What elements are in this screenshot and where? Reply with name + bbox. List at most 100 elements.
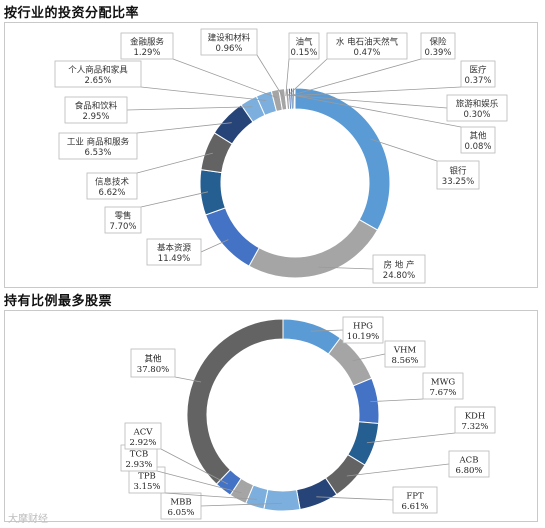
chart1-leader-9 <box>256 54 284 97</box>
chart1-label-value-5: 6.53% <box>84 148 111 158</box>
chart1-label-value-1: 24.80% <box>383 271 415 281</box>
chart2-label-name-4: ACB <box>459 456 479 466</box>
chart1-label-value-11: 0.47% <box>353 48 380 58</box>
chart1-label-box-11 <box>326 32 408 60</box>
chart2-leader-2 <box>370 398 424 403</box>
watermark-text: 大摩财经 <box>8 514 48 525</box>
chart2-label-box-6 <box>160 492 202 520</box>
chart1-label-box-8 <box>120 32 174 60</box>
chart1-label-value-12: 0.39% <box>424 48 451 58</box>
chart1-label-box-5 <box>58 132 138 160</box>
chart1-label-box-2 <box>146 238 202 266</box>
chart1-label-value-13: 0.37% <box>464 76 491 86</box>
chart1-leader-10 <box>285 58 290 97</box>
chart1-label-value-8: 1.29% <box>133 48 160 58</box>
chart2-label-value-10: 37.80% <box>137 365 169 375</box>
chart2-label-value-5: 6.61% <box>401 502 428 512</box>
chart1-leader-7 <box>140 86 267 101</box>
chart1-panel: 银行 33.25% 房 地 产 24.80% 基本资源 11.49% 零售 7.70% 信息技术… <box>4 22 538 288</box>
chart1-label-box-12 <box>420 32 456 60</box>
chart1-label-box-1 <box>372 254 426 284</box>
chart2-label-name-0: HPG <box>353 322 373 332</box>
chart2-label-name-2: MWG <box>431 378 455 388</box>
chart1-leader-15 <box>294 95 462 128</box>
chart2-label-name-9: ACV <box>133 428 154 438</box>
chart1-leader-14 <box>293 95 448 109</box>
chart1-label-name-11: 水 电石油天然气 <box>336 37 399 48</box>
chart2-label-box-10 <box>130 348 176 378</box>
chart1-label-value-0: 33.25% <box>442 177 474 187</box>
chart1-label-box-7 <box>54 60 142 88</box>
chart2-leader-7 <box>164 492 257 500</box>
chart2-leader-1 <box>352 353 386 362</box>
chart2-label-name-6: MBB <box>170 498 191 508</box>
chart1-label-name-1: 房 地 产 <box>384 260 415 271</box>
chart1-label-value-7: 2.65% <box>84 76 111 86</box>
chart1-label-name-12: 保险 <box>429 37 447 48</box>
chart1-leader-4 <box>136 152 213 174</box>
chart2-leader-5 <box>316 496 394 501</box>
chart2-leader-0 <box>310 329 344 332</box>
chart2-slice-6 <box>263 488 301 512</box>
chart1-label-name-8: 金融服务 <box>130 37 165 48</box>
chart2-label-name-1: VHM <box>393 346 417 356</box>
chart1-slice-2 <box>204 207 260 267</box>
chart2-label-name-7: TPB <box>138 472 156 482</box>
chart2-label-box-5 <box>392 486 438 514</box>
chart2-label-box-4 <box>448 450 490 478</box>
chart1-label-name-6: 食品和饮料 <box>75 101 118 112</box>
chart1-leader-6 <box>126 106 253 111</box>
chart2-leader-6 <box>200 502 283 507</box>
chart1-leader-0 <box>370 138 438 162</box>
chart1-label-value-9: 0.96% <box>215 44 242 54</box>
chart1-label-value-6: 2.95% <box>82 112 109 122</box>
chart1-label-name-3: 零售 <box>114 211 131 222</box>
chart2-label-value-2: 7.67% <box>429 388 456 398</box>
chart2-label-box-0 <box>342 316 384 344</box>
chart2-label-name-5: FPT <box>406 492 424 502</box>
chart1-label-value-3: 7.70% <box>109 222 136 232</box>
chart2-title: 持有比例最多股票 <box>4 294 113 309</box>
chart2-leader-3 <box>366 432 456 444</box>
chart2-label-value-3: 7.32% <box>461 422 488 432</box>
chart1-leader-5 <box>136 122 232 134</box>
chart2-label-value-0: 10.19% <box>347 332 379 342</box>
chart1-label-name-7: 个人商品和家具 <box>68 65 128 76</box>
chart1-label-box-13 <box>460 60 496 88</box>
chart1-label-name-0: 银行 <box>449 166 467 177</box>
chart2-slices <box>186 318 380 512</box>
chart2-label-name-10: 其他 <box>144 354 162 365</box>
chart1-label-box-14 <box>446 94 508 122</box>
chart2-leader-9 <box>160 448 229 485</box>
chart1-leader-2 <box>200 239 229 253</box>
chart1-label-value-15: 0.08% <box>464 142 491 152</box>
chart1-slice-1 <box>248 218 379 279</box>
chart2-label-name-3: KDH <box>465 412 486 422</box>
chart2-slice-1 <box>327 337 373 387</box>
chart1-label-name-5: 工业 商品和服务 <box>67 137 130 148</box>
chart1-label-box-9 <box>200 28 258 56</box>
chart2-slice-2 <box>352 377 380 425</box>
chart1-leader-8 <box>172 58 277 98</box>
chart2-label-box-9 <box>124 422 162 450</box>
chart2-label-value-1: 8.56% <box>391 356 418 366</box>
chart2-label-value-4: 6.80% <box>455 466 482 476</box>
chart1-label-name-14: 旅游和娱乐 <box>456 99 499 110</box>
chart1-leader-12 <box>289 58 422 97</box>
chart1-label-box-4 <box>86 172 138 200</box>
chart2-label-value-7: 3.15% <box>133 482 160 492</box>
chart1-label-value-2: 11.49% <box>158 254 190 264</box>
chart1-title: 按行业的投资分配比率 <box>4 6 140 21</box>
chart1-slice-0 <box>294 87 391 231</box>
chart1-leader-3 <box>140 191 209 208</box>
chart2-label-value-9: 2.92% <box>129 438 156 448</box>
chart1-label-name-13: 医疗 <box>469 65 487 76</box>
chart1-label-box-10 <box>288 32 320 60</box>
chart2-label-box-1 <box>384 340 426 368</box>
chart1-slice-3 <box>199 169 226 216</box>
chart1-slices <box>199 87 391 279</box>
